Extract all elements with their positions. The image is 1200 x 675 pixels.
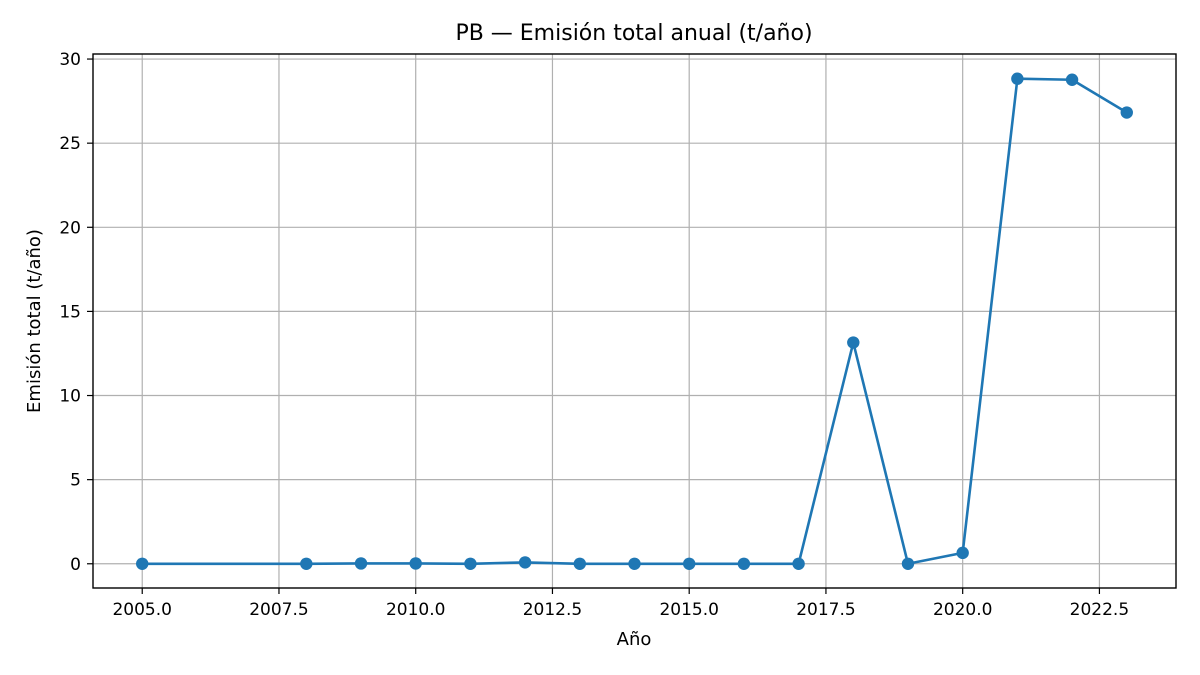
y-axis-label: Emisión total (t/año)	[24, 229, 45, 413]
data-point	[136, 557, 149, 570]
x-tick-label: 2017.5	[796, 600, 855, 620]
data-point	[682, 557, 696, 570]
data-point	[409, 557, 422, 570]
plot-area-frame	[92, 53, 1177, 589]
data-point	[573, 557, 587, 570]
y-tick-label: 5	[70, 471, 81, 491]
data-point	[1120, 106, 1133, 119]
data-point	[354, 557, 368, 570]
data-series	[136, 72, 1133, 570]
data-point	[1065, 73, 1079, 86]
y-tick-label: 15	[59, 302, 81, 322]
x-tick-label: 2020.0	[933, 600, 992, 620]
data-point	[628, 557, 641, 570]
data-point	[1011, 72, 1024, 85]
x-tick-label: 2005.0	[112, 600, 171, 620]
data-point	[737, 557, 751, 570]
x-tick-label: 2015.0	[659, 600, 718, 620]
y-tick-label: 10	[59, 387, 81, 407]
data-point	[792, 557, 805, 570]
data-point	[956, 546, 969, 560]
x-tick-label: 2012.5	[523, 600, 582, 620]
axis-ticks: 2005.0 2007.5 2010.0 2012.5 2015.0 2017.5 2020…	[59, 50, 1129, 620]
x-axis-label: Año	[617, 629, 652, 650]
data-point	[300, 557, 313, 570]
y-tick-label: 25	[59, 134, 81, 154]
data-point	[901, 557, 915, 570]
chart-title: PB — Emisión total anual (t/año)	[455, 21, 812, 46]
y-tick-label: 30	[59, 50, 81, 70]
y-tick-label: 0	[70, 555, 81, 575]
x-tick-label: 2022.5	[1070, 600, 1129, 620]
data-point	[464, 557, 477, 570]
data-point	[518, 556, 532, 569]
data-point	[847, 336, 860, 349]
y-tick-label: 20	[59, 218, 81, 238]
grid-lines	[93, 54, 1176, 588]
x-tick-label: 2010.0	[386, 600, 445, 620]
x-tick-label: 2007.5	[249, 600, 308, 620]
